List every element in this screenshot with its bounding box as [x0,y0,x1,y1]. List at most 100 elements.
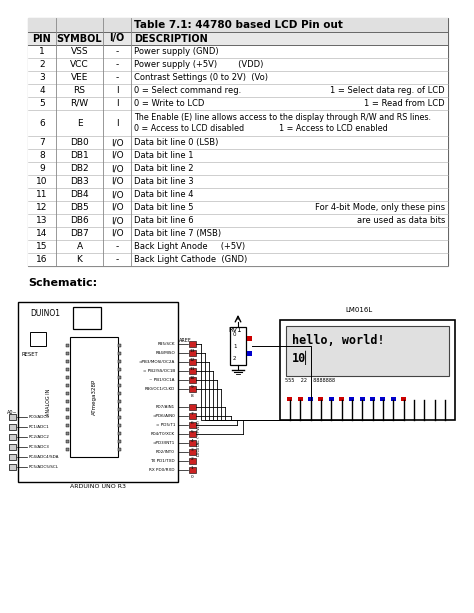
Text: PC5/ADC5/SCL: PC5/ADC5/SCL [29,465,59,469]
Text: 0 = Access to LCD disabled              1 = Access to LCD enabled: 0 = Access to LCD disabled 1 = Access to… [134,124,388,134]
Bar [118,368,121,370]
Text: DB5: DB5 [70,203,89,212]
Text: Data bit line 4: Data bit line 4 [134,190,193,199]
Bar [286,326,449,376]
Text: I/O: I/O [111,190,123,199]
Bar [9,464,16,470]
Bar [118,400,121,403]
Bar [28,97,448,110]
Bar [9,454,16,460]
Text: LM016L: LM016L [345,307,372,313]
Text: 10: 10 [36,177,48,186]
Bar [28,253,448,266]
Text: PD2/INT0: PD2/INT0 [156,450,175,454]
Text: DIGITAL (~PWM): DIGITAL (~PWM) [197,421,201,457]
Text: 2: 2 [191,457,193,461]
Text: I/O: I/O [111,164,123,173]
Text: PB0/OC1/CLKD: PB0/OC1/CLKD [145,387,175,391]
Text: 8: 8 [191,394,193,398]
Text: hello, world!: hello, world! [292,334,384,347]
Text: 1: 1 [233,345,237,349]
Text: 12: 12 [36,203,48,212]
Text: 6: 6 [191,421,193,425]
Bar [66,384,69,387]
Bar [308,397,313,401]
Text: -: - [115,242,118,251]
Text: =PD6/AIN0: =PD6/AIN0 [152,414,175,418]
Text: 1 = Read from LCD: 1 = Read from LCD [365,99,445,108]
Text: 13: 13 [189,349,195,353]
Bar [28,71,448,84]
Bar [329,397,334,401]
Bar [9,434,16,440]
Text: 0: 0 [233,332,237,338]
Bar [9,424,16,430]
Text: E: E [77,118,82,128]
Text: AREF: AREF [179,338,191,343]
Text: I/O: I/O [111,177,123,186]
Text: = PD5/T1: = PD5/T1 [155,423,175,427]
Bar [18,302,178,482]
Bar [28,136,448,149]
Text: VCC: VCC [70,60,89,69]
Bar [28,175,448,188]
Bar [28,18,448,266]
Text: TX PD1/TXD: TX PD1/TXD [150,459,175,463]
Bar [118,408,121,411]
Text: Table 7.1: 44780 based LCD Pin out: Table 7.1: 44780 based LCD Pin out [134,20,342,30]
Bar [30,332,46,346]
Bar [189,377,196,383]
Text: Data bit line 7 (MSB): Data bit line 7 (MSB) [134,229,221,238]
Text: 12: 12 [189,358,195,362]
Bar [189,449,196,455]
Bar [66,359,69,362]
Bar [391,397,396,401]
Text: 3: 3 [39,73,45,82]
Text: Data bit line 0 (LSB): Data bit line 0 (LSB) [134,138,219,147]
Bar [381,397,385,401]
Text: PD7/AIN1: PD7/AIN1 [156,405,175,409]
Bar [118,432,121,435]
Bar [189,422,196,428]
Text: Schematic:: Schematic: [28,278,97,288]
Text: R/W: R/W [71,99,89,108]
Text: 16: 16 [36,255,48,264]
Text: K: K [77,255,82,264]
Text: Data bit line 5: Data bit line 5 [134,203,193,212]
Text: I/O: I/O [111,229,123,238]
Bar [28,227,448,240]
Text: 0 = Select command reg.: 0 = Select command reg. [134,86,241,95]
Text: SYMBOL: SYMBOL [57,34,102,44]
Text: -: - [115,255,118,264]
Text: 8: 8 [39,151,45,160]
Text: 4: 4 [39,86,45,95]
Text: 1: 1 [191,466,193,470]
Text: Power supply (GND): Power supply (GND) [134,47,219,56]
Text: DB1: DB1 [70,151,89,160]
Text: I: I [116,99,118,108]
Bar [118,440,121,443]
Text: Contrast Settings (0 to 2V)  (Vo): Contrast Settings (0 to 2V) (Vo) [134,73,268,82]
Text: 7: 7 [191,412,193,416]
Text: Data bit line 3: Data bit line 3 [134,177,193,186]
Text: VEE: VEE [71,73,88,82]
Text: PC3/ADC3: PC3/ADC3 [29,445,50,449]
Text: =PD3/INT1: =PD3/INT1 [153,441,175,445]
Bar [66,447,69,451]
Bar [118,359,121,362]
Text: 10▏: 10▏ [292,351,313,365]
Bar [189,440,196,446]
Text: RESET: RESET [22,352,39,357]
Bar [28,84,448,97]
Text: I/O: I/O [111,203,123,212]
Text: RV1: RV1 [228,327,242,333]
Bar [118,376,121,378]
Text: VSS: VSS [71,47,88,56]
Bar [66,376,69,378]
Bar [118,392,121,395]
Bar [28,240,448,253]
Text: ANALOG IN: ANALOG IN [46,388,52,416]
Text: 14: 14 [36,229,48,238]
Bar [118,351,121,354]
Bar [28,32,448,45]
